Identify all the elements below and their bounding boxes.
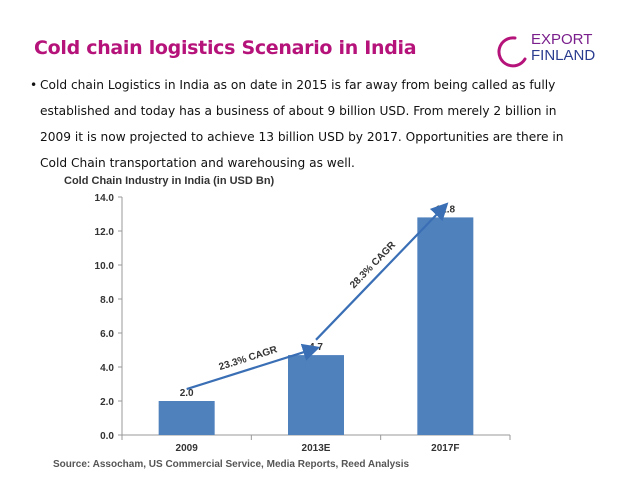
cagr-label: 28.3% CAGR [348,239,398,291]
y-tick-label: 0.0 [100,431,114,442]
y-tick-label: 10.0 [95,261,115,272]
cagr-arrow [186,343,321,391]
bar [158,401,215,435]
logo-ring-icon [497,36,527,68]
y-tick-label: 12.0 [95,227,115,238]
slide-title: Cold chain logistics Scenario in India [34,37,417,59]
bullet-line-2: established and today has a business of … [40,104,557,118]
bullet-line-4: Cold Chain transportation and warehousin… [40,156,355,170]
y-tick-label: 8.0 [100,295,114,306]
y-tick-label: 4.0 [100,363,114,374]
x-tick-label: 2017F [431,443,459,454]
y-tick-label: 6.0 [100,329,114,340]
y-tick-label: 2.0 [100,397,114,408]
bullet-line-1: Cold chain Logistics in India as on date… [40,78,556,92]
chart-title: Cold Chain Industry in India (in USD Bn) [64,175,281,187]
bar [417,217,474,435]
bar-data-label: 2.0 [180,388,194,399]
export-finland-logo: EXPORT FINLAND [491,29,611,79]
bullet-line-3: 2009 it is now projected to achieve 13 b… [40,130,564,144]
bullet-dot: • [30,78,38,92]
x-tick-label: 2009 [176,443,199,454]
logo-line-1: EXPORT [531,31,593,48]
cagr-arrow [315,202,449,341]
y-tick-label: 14.0 [95,193,115,204]
logo-line-2: FINLAND [531,47,596,64]
x-tick-label: 2013E [302,443,331,454]
bar [288,355,344,435]
bullet-paragraph: • Cold chain Logistics in India as on da… [30,72,615,176]
chart-source: Source: Assocham, US Commercial Service,… [53,459,410,470]
bar-data-label: 4.7 [309,342,323,353]
